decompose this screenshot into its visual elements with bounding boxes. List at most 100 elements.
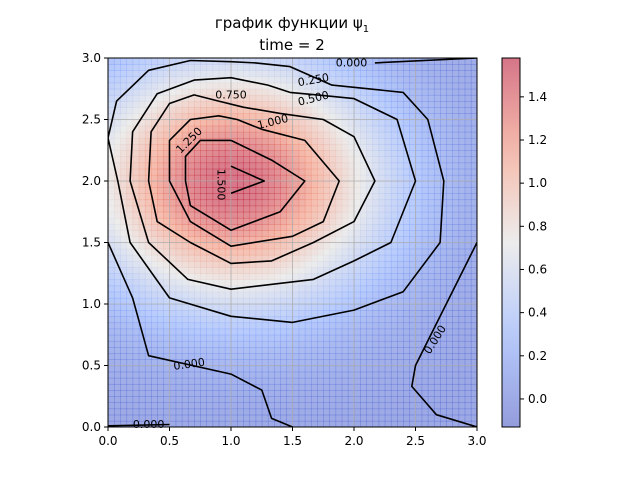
heatmap-cell [310,322,318,330]
heatmap-cell [181,359,189,367]
heatmap-cell [243,334,251,342]
heatmap-cell [108,107,115,114]
colorbar-tick-label: 0.8 [528,219,547,233]
heatmap-cell [292,162,300,170]
heatmap-cell [354,347,361,354]
heatmap-cell [255,279,263,287]
heatmap-cell [446,76,453,84]
heatmap-cell [317,316,324,324]
heatmap-cell [280,181,287,188]
heatmap-cell [286,420,294,427]
heatmap-cell [274,156,281,164]
heatmap-cell [249,88,257,96]
heatmap-cell [458,64,466,71]
heatmap-cell [366,125,374,133]
heatmap-cell [304,414,312,422]
heatmap-cell [206,383,214,391]
heatmap-cell [347,174,355,182]
heatmap-cell [187,199,195,207]
heatmap-cell [267,402,275,410]
heatmap-cell [415,131,423,139]
heatmap-cell [440,328,447,336]
heatmap-cell [218,156,226,164]
heatmap-cell [237,162,244,170]
heatmap-cell [366,402,374,410]
heatmap-cell [114,70,121,78]
heatmap-cell [341,119,349,127]
heatmap-cell [187,322,195,330]
heatmap-cell [390,211,398,219]
heatmap-cell [341,365,349,373]
heatmap-cell [446,187,453,194]
heatmap-cell [212,174,220,182]
heatmap-cell [212,365,220,373]
heatmap-cell [329,353,337,360]
heatmap-cell [403,273,410,280]
heatmap-cell [187,211,195,219]
heatmap-cell [440,107,447,114]
heatmap-cell [378,113,386,121]
heatmap-cell [206,217,214,225]
heatmap-cell [427,144,435,151]
heatmap-cell [243,414,251,422]
heatmap-cell [194,125,201,133]
heatmap-cell [206,260,214,268]
heatmap-cell [261,248,269,256]
heatmap-cell [187,113,195,121]
heatmap-cell [194,408,201,416]
heatmap-cell [378,181,386,188]
heatmap-cell [144,390,152,397]
heatmap-cell [421,408,429,416]
heatmap-cell [231,76,238,84]
heatmap-cell [280,82,287,90]
heatmap-cell [403,217,410,225]
heatmap-cell [335,137,343,145]
heatmap-cell [163,70,171,78]
heatmap-cell [403,76,410,84]
heatmap-cell [427,82,435,90]
heatmap-cell [323,322,330,330]
heatmap-cell [329,396,337,403]
heatmap-cell [390,224,398,231]
heatmap-cell [310,254,318,262]
heatmap-cell [409,260,417,268]
heatmap-cell [243,82,251,90]
heatmap-cell [163,334,171,342]
heatmap-cell [138,119,146,127]
heatmap-cell [378,248,386,256]
heatmap-cell [378,402,386,410]
heatmap-cell [372,217,380,225]
heatmap-cell [169,328,177,336]
heatmap-cell [224,365,232,373]
heatmap-cell [298,58,306,65]
heatmap-cell [347,371,355,379]
heatmap-cell [218,70,226,78]
heatmap-cell [317,187,324,194]
heatmap-cell [126,70,134,78]
heatmap-cell [231,70,238,78]
heatmap-cell [280,125,287,133]
heatmap-cell [347,359,355,367]
heatmap-cell [403,396,410,403]
heatmap-cell [274,64,281,71]
heatmap-cell [120,267,128,274]
heatmap-cell [310,377,318,385]
heatmap-cell [335,242,343,250]
heatmap-cell [452,279,460,287]
heatmap-cell [415,383,423,391]
heatmap-cell [390,119,398,127]
heatmap-cell [114,156,121,164]
heatmap-cell [206,359,214,367]
heatmap-cell [360,193,367,201]
heatmap-cell [390,156,398,164]
heatmap-cell [194,137,201,145]
heatmap-cell [310,347,318,354]
heatmap-cell [298,70,306,78]
heatmap-cell [163,94,171,102]
heatmap-cell [108,390,115,397]
heatmap-cell [421,390,429,397]
heatmap-cell [200,285,207,293]
heatmap-cell [415,402,423,410]
heatmap-cell [446,260,453,268]
heatmap-cell [384,297,392,305]
